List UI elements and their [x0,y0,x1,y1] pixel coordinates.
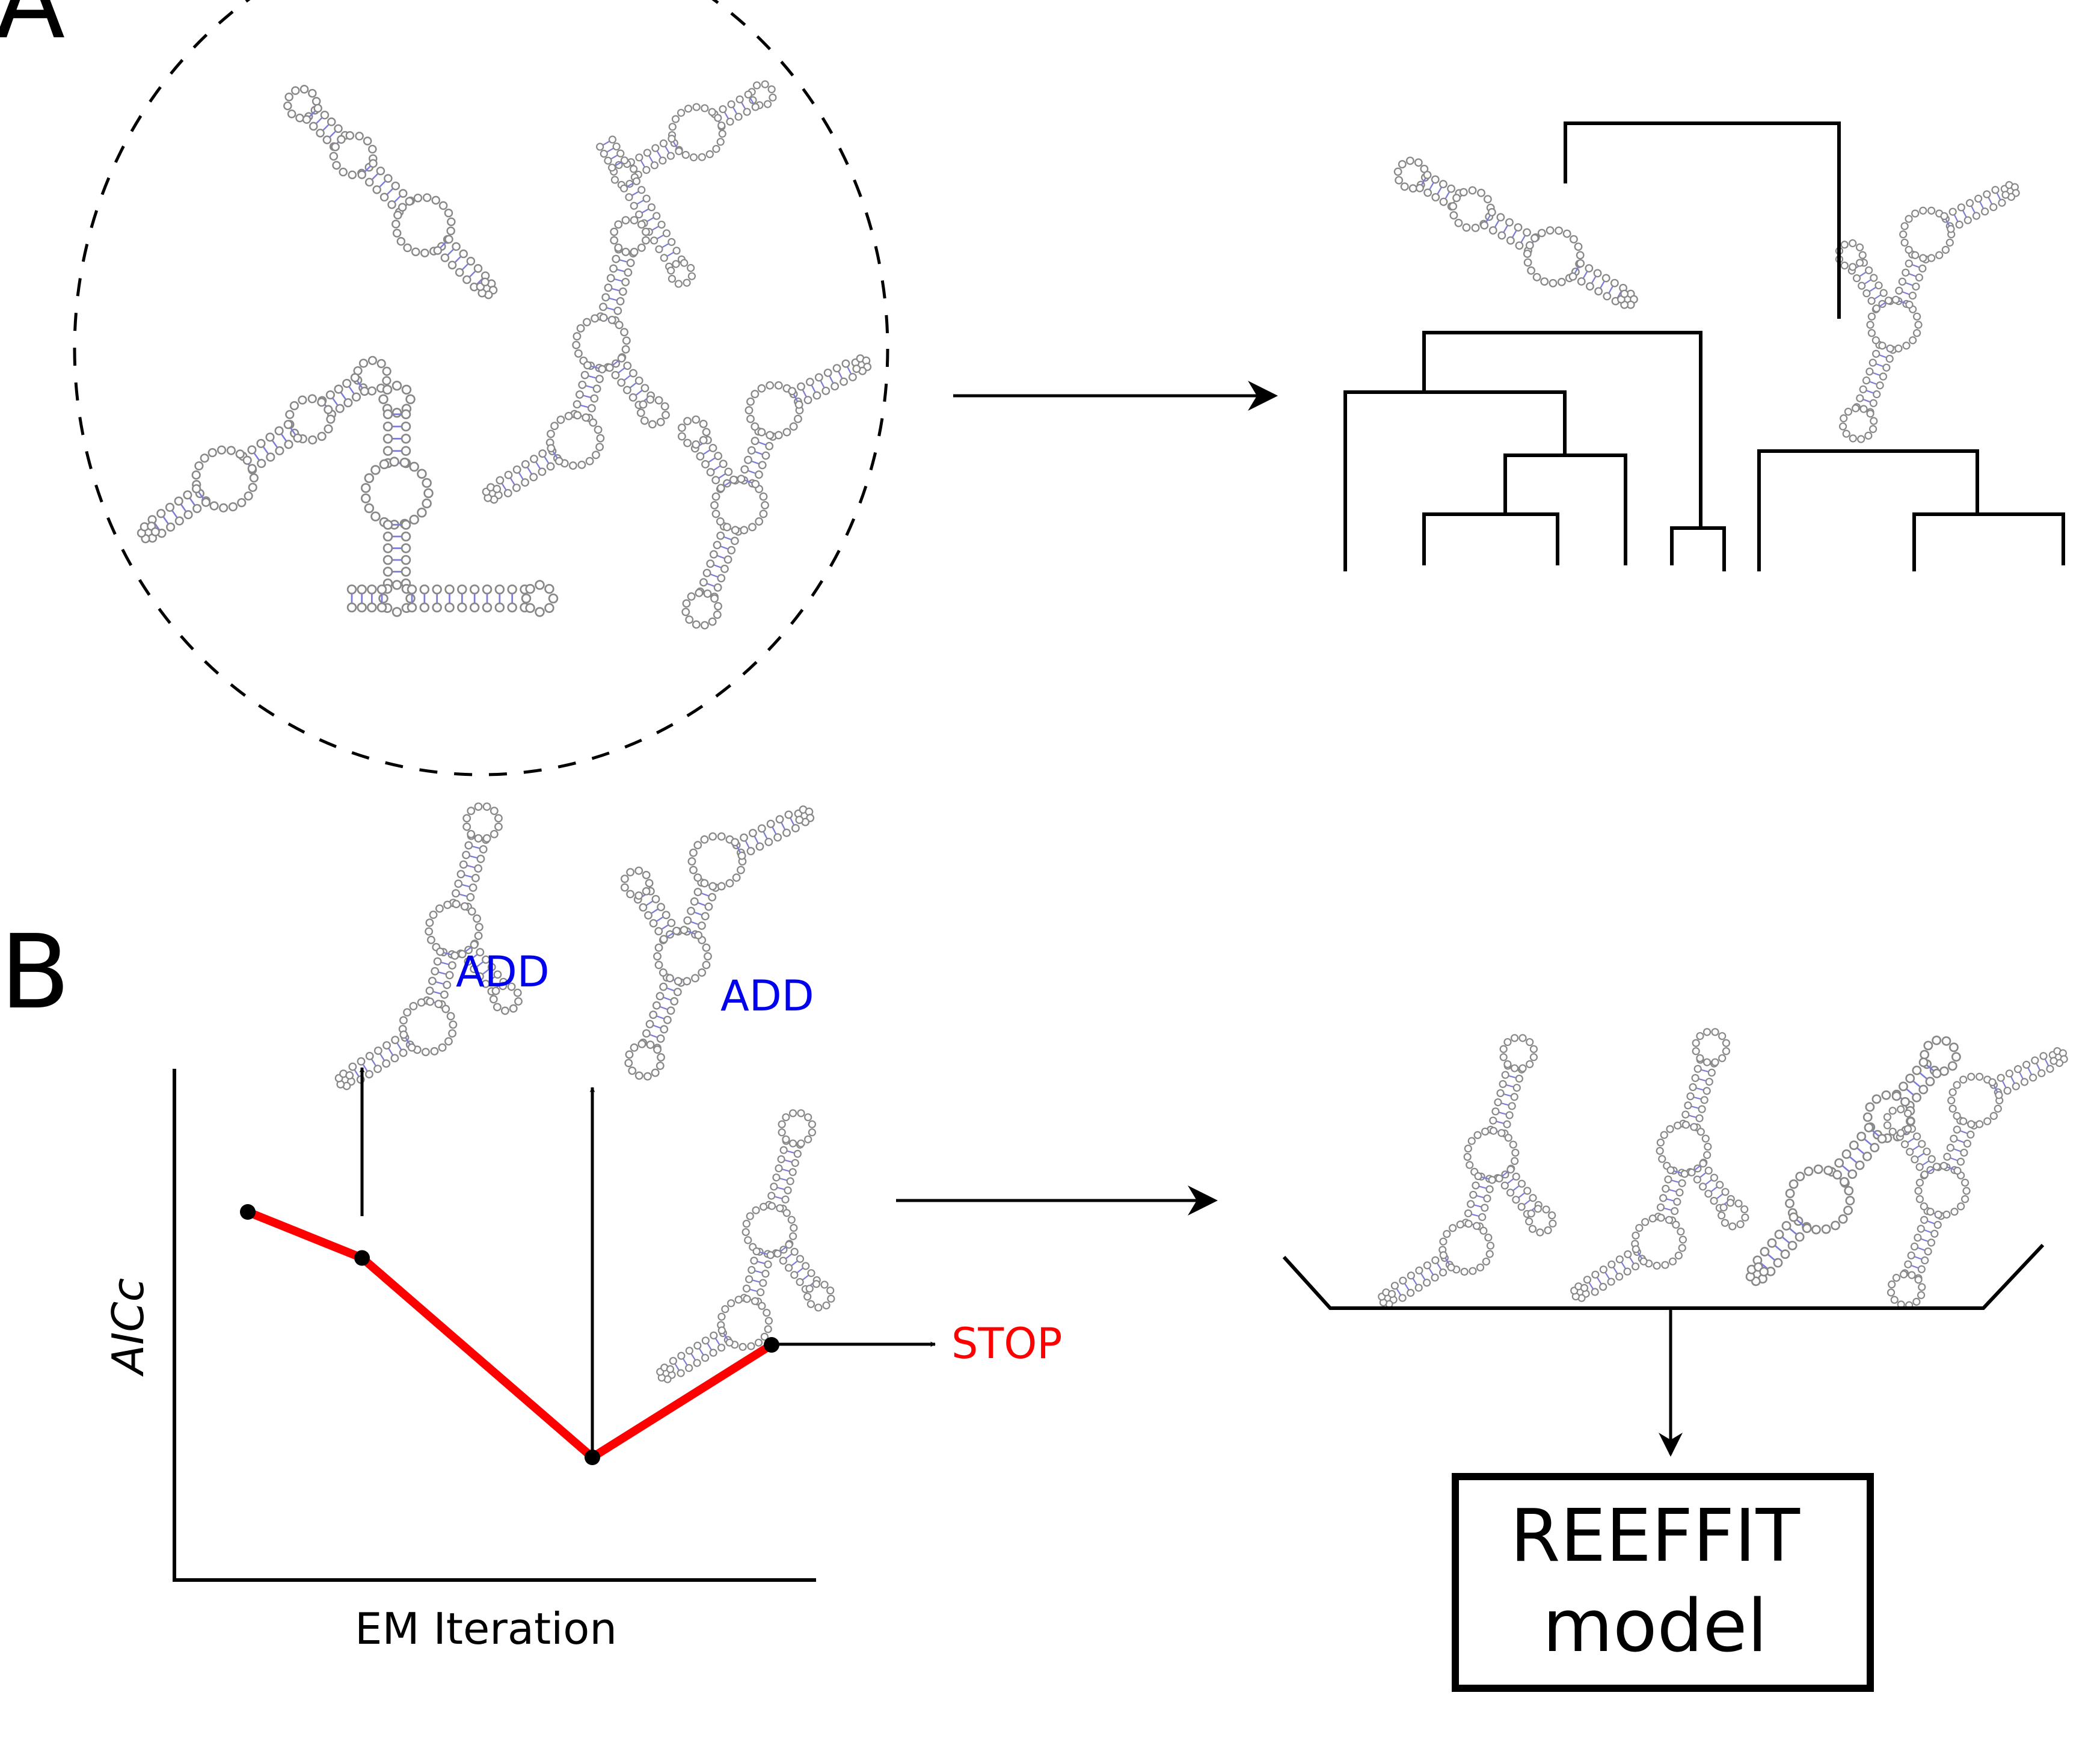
rna-secondary-structure-icon [677,354,872,630]
rna-structures [137,80,2068,1383]
model-box-line1: REEFFIT [1510,1495,1800,1578]
rna-secondary-structure-icon [283,85,498,300]
add-label-1: ADD [456,947,550,997]
aicc-point [354,1250,370,1266]
rna-secondary-structure-icon [1378,1034,1557,1308]
aicc-point [240,1204,256,1220]
reeffit-model-box [1452,1473,1874,1692]
rna-secondary-structure-icon [346,381,559,617]
rna-secondary-structure-icon [482,216,670,504]
structure-ensemble-circle [73,0,889,776]
panel-label-b: B [0,913,70,1032]
rna-secondary-structure-icon [1393,156,1638,309]
aicc-point [764,1337,779,1353]
rna-secondary-structure-icon [1835,181,2020,443]
panel-label-a: A [0,0,65,62]
rna-secondary-structure-icon [1883,1047,2068,1309]
add-label-2: ADD [720,971,814,1021]
plot-axes [173,1069,816,1582]
y-axis-label: AICc [103,1278,153,1377]
rna-secondary-structure-icon [137,355,391,544]
dendrogram-icon [1343,121,2065,571]
aicc-points [240,1204,779,1465]
x-axis-label: EM Iteration [355,1603,617,1654]
rna-secondary-structure-icon [656,1109,835,1383]
stop-label: STOP [951,1319,1063,1368]
rna-secondary-structure-icon [620,805,815,1081]
rna-secondary-structure-icon [1745,1035,1961,1287]
aicc-curve [246,1208,774,1462]
rna-secondary-structure-icon [1570,1028,1749,1302]
rna-secondary-structure-icon [334,802,523,1090]
structure-tray [1282,1243,2045,1310]
aicc-point [585,1450,600,1465]
rna-secondary-structure-icon [596,80,777,288]
model-box-line2: model [1543,1585,1767,1668]
